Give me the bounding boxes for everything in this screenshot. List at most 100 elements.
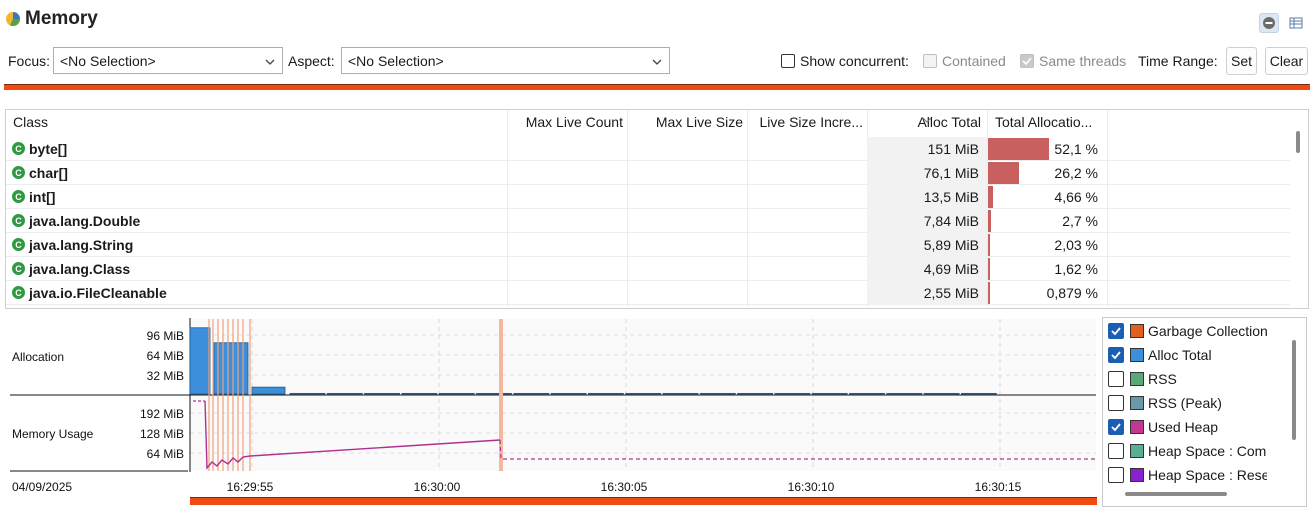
table-row[interactable] xyxy=(6,185,1290,209)
legend-item[interactable]: Garbage Collection xyxy=(1108,320,1268,342)
alloc-bar xyxy=(961,392,997,395)
alloc-tick-label: 32 MiB xyxy=(146,369,184,383)
legend-swatch xyxy=(1130,324,1144,338)
clear-button[interactable]: Clear xyxy=(1265,47,1308,75)
legend-label: RSS (Peak) xyxy=(1148,395,1222,411)
class-name: java.lang.String xyxy=(29,237,134,253)
legend-item[interactable]: Heap Space : Reserved xyxy=(1108,464,1287,486)
timeline-plot[interactable] xyxy=(0,0,1100,515)
alloc-bar xyxy=(662,392,699,395)
chevron-down-icon xyxy=(651,55,663,67)
alloc-total-cell: 5,89 MiB xyxy=(867,233,987,257)
legend-scrollbar-vertical[interactable] xyxy=(1292,340,1296,440)
aspect-label: Aspect: xyxy=(288,53,335,69)
legend-label: Heap Space : Reserved xyxy=(1148,467,1287,483)
time-tick-label: 16:30:00 xyxy=(413,480,461,494)
alloc-bar xyxy=(364,392,401,395)
legend-checkbox[interactable] xyxy=(1108,395,1124,411)
alloc-total-cell: 2,55 MiB xyxy=(867,281,987,305)
allocation-pct-cell: 1,62 % xyxy=(1054,261,1098,277)
same-threads-checkbox[interactable] xyxy=(1020,54,1034,68)
class-icon: C xyxy=(12,238,25,251)
allocation-pct-cell: 52,1 % xyxy=(1054,141,1098,157)
alloc-bar xyxy=(811,392,848,395)
contained-label: Contained xyxy=(942,53,1006,69)
column-header-total-allocation-pct[interactable]: Total Allocatio... xyxy=(995,114,1093,130)
allocation-pct-bar xyxy=(988,186,993,208)
focus-select[interactable]: <No Selection> xyxy=(53,47,283,74)
legend-label: Garbage Collection xyxy=(1148,323,1268,339)
alloc-tick-label: 64 MiB xyxy=(146,349,184,363)
legend-swatch xyxy=(1130,396,1144,410)
legend-item[interactable]: RSS xyxy=(1108,368,1177,390)
table-row[interactable] xyxy=(6,257,1290,281)
time-range-label: Time Range: xyxy=(1138,53,1218,69)
show-concurrent-checkbox[interactable] xyxy=(781,54,795,68)
focus-label: Focus: xyxy=(8,53,51,69)
column-header-max-live-count[interactable]: Max Live Count xyxy=(525,114,623,130)
column-header-max-live-size[interactable]: Max Live Size xyxy=(655,114,743,130)
mem-tick-label: 128 MiB xyxy=(139,427,184,441)
time-tick-label: 16:30:15 xyxy=(974,480,1022,494)
table-row[interactable] xyxy=(6,161,1290,185)
legend-swatch xyxy=(1130,372,1144,386)
allocation-table xyxy=(5,109,1309,309)
legend-checkbox[interactable] xyxy=(1108,371,1124,387)
alloc-bar xyxy=(588,392,624,395)
legend-checkbox[interactable] xyxy=(1108,347,1124,363)
allocation-pct-bar xyxy=(988,138,1049,160)
legend-swatch xyxy=(1130,444,1144,458)
legend-item[interactable]: Heap Space : Committed xyxy=(1108,440,1278,462)
alloc-tick-label: 96 MiB xyxy=(146,329,184,343)
legend-label: Heap Space : Committed xyxy=(1148,443,1278,459)
legend-swatch xyxy=(1130,420,1144,434)
legend-item[interactable]: Used Heap xyxy=(1108,416,1218,438)
table-scrollbar[interactable] xyxy=(1296,131,1300,153)
legend-label: Alloc Total xyxy=(1148,347,1212,363)
legend-label: Used Heap xyxy=(1148,419,1219,435)
aspect-select[interactable]: <No Selection> xyxy=(341,47,670,74)
alloc-bar xyxy=(923,392,960,395)
table-row[interactable] xyxy=(6,233,1290,257)
legend-checkbox[interactable] xyxy=(1108,467,1124,483)
table-row[interactable] xyxy=(6,137,1290,161)
allocation-pct-bar xyxy=(988,162,1019,184)
legend-scrollbar-horizontal[interactable] xyxy=(1125,492,1227,496)
allocation-pct-cell: 26,2 % xyxy=(1054,165,1098,181)
legend-checkbox[interactable] xyxy=(1108,443,1124,459)
mem-tick-label: 192 MiB xyxy=(139,407,184,421)
column-header-live-size-increase[interactable]: Live Size Incre... xyxy=(759,114,864,130)
legend-item[interactable]: Alloc Total xyxy=(1108,344,1212,366)
column-header-alloc-total[interactable]: Alloc Total xyxy=(917,114,981,130)
table-row[interactable] xyxy=(6,281,1290,305)
class-icon: C xyxy=(12,214,25,227)
time-tick-label: 16:29:55 xyxy=(226,480,274,494)
legend-item[interactable]: RSS (Peak) xyxy=(1108,392,1222,414)
table-layout-icon[interactable] xyxy=(1286,13,1306,33)
allocation-pct-cell: 4,66 % xyxy=(1054,189,1098,205)
minus-circle-icon[interactable] xyxy=(1259,13,1279,33)
class-icon: C xyxy=(12,262,25,275)
set-button[interactable]: Set xyxy=(1226,47,1257,75)
used-heap-line xyxy=(499,439,1096,460)
alloc-bar xyxy=(849,392,885,395)
timeline-range-bar[interactable] xyxy=(190,497,1097,505)
legend-checkbox[interactable] xyxy=(1108,323,1124,339)
legend-swatch xyxy=(1130,348,1144,362)
used-heap-line xyxy=(204,400,501,470)
allocation-pct-bar xyxy=(988,210,991,232)
class-name: java.io.FileCleanable xyxy=(29,285,167,301)
column-header-class[interactable]: Class xyxy=(13,114,49,130)
alloc-bar xyxy=(476,392,512,395)
gc-marker xyxy=(499,319,503,471)
alloc-bar xyxy=(438,392,475,395)
mem-tick-label: 64 MiB xyxy=(146,447,184,461)
show-concurrent-label: Show concurrent: xyxy=(800,53,909,69)
legend-checkbox[interactable] xyxy=(1108,419,1124,435)
time-range-indicator xyxy=(4,84,1310,90)
time-tick-label: 16:30:05 xyxy=(600,480,648,494)
contained-checkbox[interactable] xyxy=(923,54,937,68)
table-row[interactable] xyxy=(6,209,1290,233)
memory-pie-icon xyxy=(4,9,22,27)
aspect-select-value: <No Selection> xyxy=(348,52,444,69)
